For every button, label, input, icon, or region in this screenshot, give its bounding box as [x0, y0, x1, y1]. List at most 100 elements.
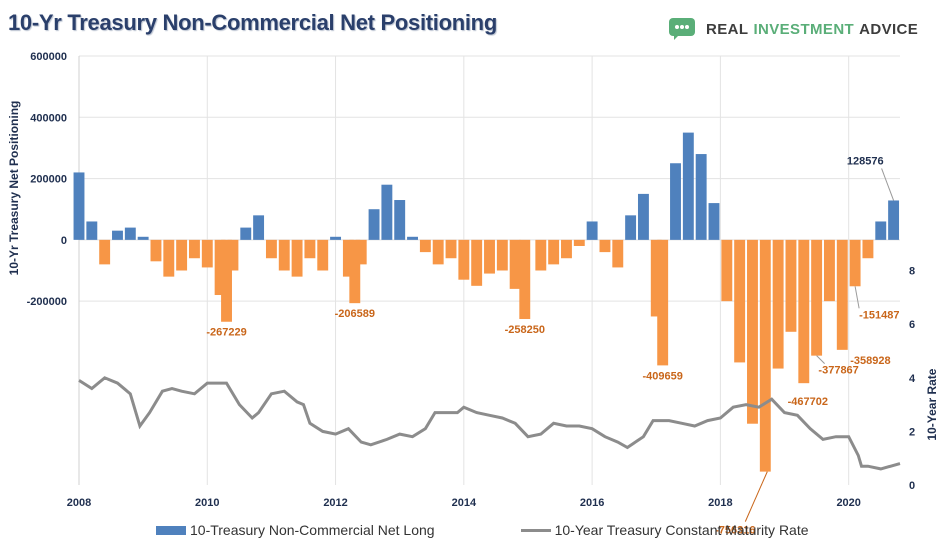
bar	[496, 239, 508, 271]
annotation-label: -358928	[850, 355, 890, 367]
y2-tick-label: 8	[909, 266, 915, 278]
bar	[124, 227, 136, 240]
bar	[394, 200, 406, 240]
bar	[535, 239, 547, 271]
y2-axis-title: 10-Year Rate	[925, 368, 939, 440]
bar	[291, 239, 303, 277]
x-tick-label: 2010	[195, 497, 219, 509]
bar	[625, 215, 637, 240]
x-tick-label: 2012	[323, 497, 347, 509]
bar	[888, 200, 900, 240]
bar	[137, 236, 149, 240]
chat-bubble-logo-icon	[669, 18, 695, 40]
bar	[201, 239, 213, 268]
y2-tick-label: 0	[909, 480, 915, 492]
y-tick-label: 600000	[30, 51, 67, 63]
bar	[747, 239, 758, 424]
legend-label-net-long: 10-Treasury Non-Commercial Net Long	[190, 522, 435, 538]
y-axis-title: 10-Yr Treasury Net Positioning	[7, 101, 21, 276]
bar	[548, 239, 560, 265]
bar	[278, 239, 290, 271]
annotation-leader	[816, 355, 825, 364]
bar	[759, 239, 771, 472]
bar	[355, 239, 367, 265]
bar	[650, 239, 662, 317]
bar	[862, 239, 874, 259]
bar	[573, 239, 585, 246]
legend: 10-Treasury Non-Commercial Net Long 10-Y…	[156, 521, 809, 539]
bar	[509, 239, 521, 289]
bar	[682, 132, 694, 240]
bar	[317, 239, 329, 271]
y-tick-label: 200000	[30, 174, 67, 186]
annotation-label: -377867	[818, 365, 858, 377]
y2-axis-ticks: 8 6 4 2 0	[909, 266, 916, 493]
y-tick-label: -200000	[27, 296, 67, 308]
bar	[811, 239, 823, 356]
bar	[150, 239, 162, 262]
bar	[445, 239, 457, 259]
bar	[599, 239, 611, 253]
annotation-leader	[854, 286, 860, 309]
bar	[471, 239, 483, 286]
bar	[798, 239, 810, 384]
bar	[189, 239, 200, 259]
bar	[265, 239, 277, 259]
annotation-label: -756316	[715, 525, 755, 537]
bar	[721, 239, 733, 302]
legend-swatch-bar	[156, 525, 186, 535]
bar	[734, 239, 746, 363]
bar	[86, 221, 98, 240]
bar	[519, 239, 531, 319]
bar	[381, 184, 393, 240]
bar	[708, 203, 720, 240]
bar	[561, 239, 572, 259]
bar	[458, 239, 470, 280]
bar	[73, 172, 85, 240]
bar	[586, 221, 598, 240]
bar	[214, 239, 226, 296]
annotation-label: 128576	[847, 155, 884, 167]
bar	[304, 239, 316, 259]
bar	[112, 230, 123, 240]
bar	[407, 236, 418, 240]
x-tick-label: 2014	[452, 497, 477, 509]
bar	[349, 239, 361, 304]
y-tick-label: 0	[61, 235, 67, 247]
x-tick-label: 2018	[708, 497, 732, 509]
bar	[221, 239, 232, 322]
bar	[484, 239, 495, 274]
y-tick-label: 400000	[30, 112, 67, 124]
bar-series-net-long	[73, 132, 900, 472]
bar	[176, 239, 188, 271]
legend-label-rate: 10-Year Treasury Constant Maturity Rate	[554, 522, 809, 538]
bar	[432, 239, 444, 265]
annotation-leader	[744, 471, 768, 522]
x-axis-ticks: 2008 2010 2012 2014 2016 2018 2020	[67, 497, 861, 509]
y2-tick-label: 6	[909, 319, 915, 331]
bar	[836, 239, 848, 350]
annotation-label: -151487	[859, 309, 899, 321]
annotation-leaders	[744, 168, 895, 522]
annotation-labels: -267229 -206589 -258250 -409659 -756316 -4677…	[206, 155, 899, 536]
brand-text-advice: ADVICE	[859, 20, 919, 38]
annotation-label: -267229	[206, 327, 246, 339]
annotation-leader	[881, 168, 895, 201]
bar	[612, 239, 624, 268]
bar	[419, 239, 431, 253]
bar	[368, 209, 380, 240]
x-tick-label: 2020	[836, 497, 860, 509]
brand-text-investment: INVESTMENT	[753, 20, 855, 38]
bar	[163, 239, 175, 277]
bar	[823, 239, 835, 302]
brand-logo: REAL INVESTMENT ADVICE	[668, 16, 918, 42]
annotation-label: -409659	[642, 370, 682, 382]
bar	[330, 236, 342, 240]
bar	[695, 154, 707, 240]
bar	[240, 227, 252, 240]
chart-title: 10-Yr Treasury Non-Commercial Net Positi…	[8, 10, 497, 35]
x-tick-label: 2016	[580, 497, 604, 509]
y2-tick-label: 4	[909, 373, 916, 385]
bar	[875, 221, 887, 240]
bar	[227, 239, 239, 271]
